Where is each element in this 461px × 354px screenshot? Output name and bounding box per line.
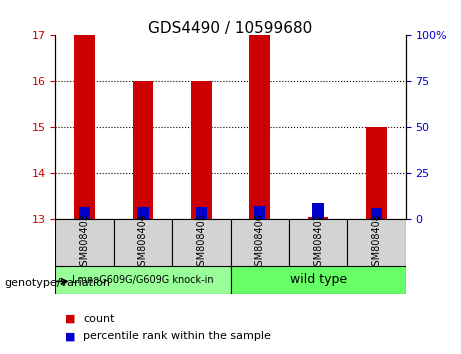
Bar xyxy=(79,207,90,219)
Text: GSM808404: GSM808404 xyxy=(138,213,148,272)
FancyBboxPatch shape xyxy=(230,266,406,294)
FancyBboxPatch shape xyxy=(55,219,114,266)
Text: genotype/variation: genotype/variation xyxy=(5,278,111,288)
Text: GSM808408: GSM808408 xyxy=(372,213,382,272)
FancyBboxPatch shape xyxy=(114,219,172,266)
Bar xyxy=(195,207,207,219)
Bar xyxy=(254,206,266,219)
Bar xyxy=(371,208,382,219)
Bar xyxy=(249,35,270,219)
FancyBboxPatch shape xyxy=(347,219,406,266)
FancyBboxPatch shape xyxy=(230,219,289,266)
Text: GSM808405: GSM808405 xyxy=(196,213,207,272)
Bar xyxy=(133,81,153,219)
Bar xyxy=(137,207,148,219)
Text: wild type: wild type xyxy=(290,273,347,286)
FancyBboxPatch shape xyxy=(55,266,230,294)
Text: GSM808403: GSM808403 xyxy=(79,213,89,272)
FancyBboxPatch shape xyxy=(172,219,230,266)
Text: GDS4490 / 10599680: GDS4490 / 10599680 xyxy=(148,21,313,36)
Text: count: count xyxy=(83,314,114,324)
Text: LmnaG609G/G609G knock-in: LmnaG609G/G609G knock-in xyxy=(72,275,214,285)
Text: ■: ■ xyxy=(65,314,75,324)
Text: percentile rank within the sample: percentile rank within the sample xyxy=(83,331,271,341)
Bar xyxy=(74,35,95,219)
Bar xyxy=(366,127,387,219)
FancyBboxPatch shape xyxy=(289,219,347,266)
Text: ■: ■ xyxy=(65,331,75,341)
Bar xyxy=(313,204,324,219)
Text: GSM808407: GSM808407 xyxy=(313,213,323,272)
Text: GSM808406: GSM808406 xyxy=(254,213,265,272)
Bar xyxy=(308,217,328,219)
Bar xyxy=(191,81,212,219)
